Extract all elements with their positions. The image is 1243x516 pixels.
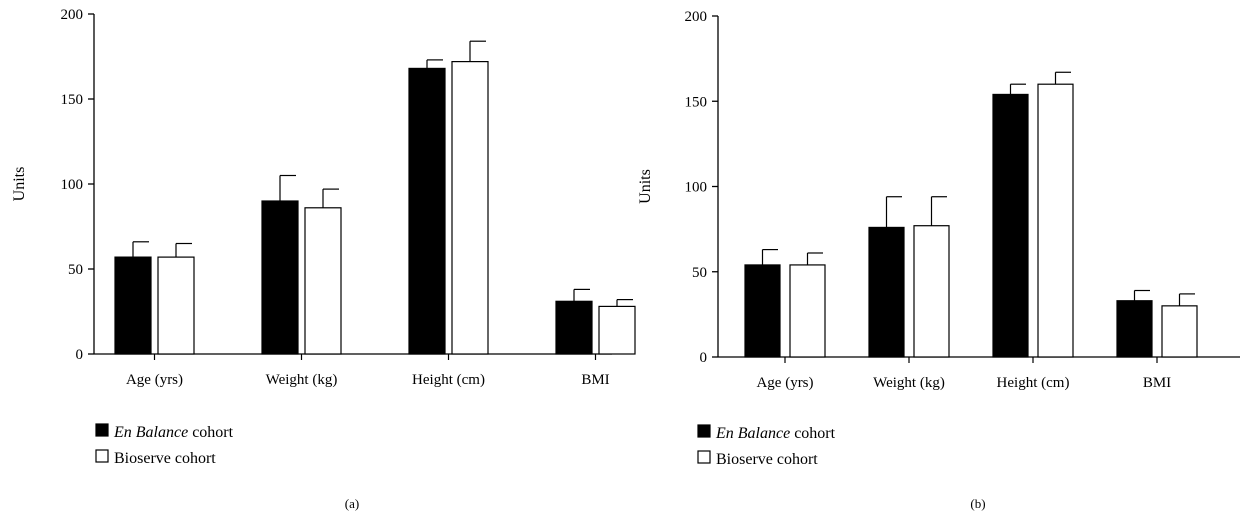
y-tick-label: 150 xyxy=(685,94,708,110)
bar-en-balance xyxy=(992,93,1029,358)
x-tick-label: Weight (kg) xyxy=(266,372,338,388)
x-tick-label: Age (yrs) xyxy=(126,372,183,388)
legend-entry-text: cohort xyxy=(188,424,233,441)
y-tick-label: 150 xyxy=(61,92,84,108)
bar-bioserve xyxy=(1037,83,1074,358)
bar-en-balance xyxy=(408,67,446,355)
x-tick-label: BMI xyxy=(1143,375,1171,391)
y-tick-label: 200 xyxy=(685,9,708,25)
y-tick-label: 100 xyxy=(685,180,708,196)
x-tick-label: Age (yrs) xyxy=(756,375,813,391)
legend-entry-italic: En Balance xyxy=(113,424,188,441)
legend-entry-text: Bioserve cohort xyxy=(716,451,818,468)
panel-b: 0 50 100 150 200 Units Age (yrs) Weight (kg) Hei… xyxy=(637,9,1240,511)
bar-en-balance xyxy=(1116,300,1153,358)
x-tick-label: Height (cm) xyxy=(412,372,485,388)
y-tick-label: 50 xyxy=(68,262,83,278)
panel-label: (a) xyxy=(345,496,359,511)
legend-entry-text: cohort xyxy=(790,425,835,442)
legend-entry: En Balance cohort xyxy=(715,425,836,442)
bar-en-balance xyxy=(744,264,781,358)
panel-a: 0 50 100 150 200 Units Age (yrs) Weight (kg) Hei… xyxy=(11,7,636,511)
legend-swatch xyxy=(95,423,109,437)
bar-bioserve xyxy=(451,60,489,355)
legend-entry: En Balance cohort xyxy=(113,424,234,441)
bar-en-balance xyxy=(114,256,152,355)
legend-swatch xyxy=(95,449,109,463)
legend-swatch xyxy=(697,450,711,464)
bar-en-balance xyxy=(868,226,905,358)
bar-en-balance xyxy=(555,300,593,355)
x-tick-label: Weight (kg) xyxy=(873,375,945,391)
bar-bioserve xyxy=(304,207,342,355)
y-axis-label: Units xyxy=(11,167,28,202)
x-tick-label: Height (cm) xyxy=(997,375,1070,391)
bar-bioserve xyxy=(789,264,826,358)
legend-entry-text: Bioserve cohort xyxy=(114,450,216,467)
legend-swatch xyxy=(697,424,711,438)
bar-bioserve xyxy=(157,256,195,355)
y-tick-label: 0 xyxy=(700,350,708,366)
legend-entry: Bioserve cohort xyxy=(716,451,818,468)
panel-label: (b) xyxy=(970,496,985,511)
bar-bioserve xyxy=(598,305,636,355)
y-tick-label: 0 xyxy=(76,347,84,363)
x-tick-label: BMI xyxy=(581,372,609,388)
y-tick-label: 200 xyxy=(61,7,84,23)
bar-bioserve xyxy=(913,225,950,358)
y-tick-label: 100 xyxy=(61,177,84,193)
legend-entry: Bioserve cohort xyxy=(114,450,216,467)
y-tick-label: 50 xyxy=(692,265,707,281)
y-axis-label: Units xyxy=(637,169,654,204)
bar-bioserve xyxy=(1161,305,1198,358)
bar-en-balance xyxy=(261,200,299,355)
legend-entry-italic: En Balance xyxy=(715,425,790,442)
